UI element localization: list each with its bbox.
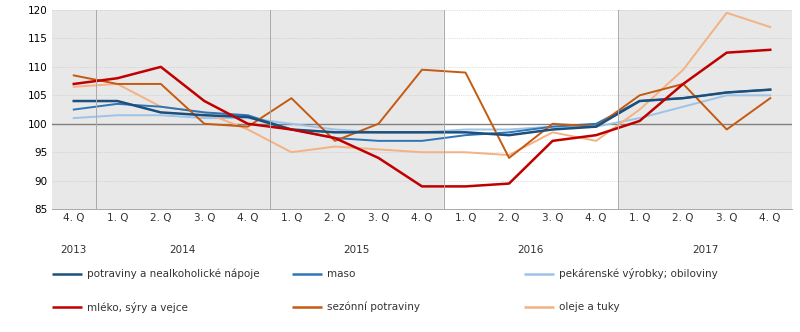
Text: mléko, sýry a vejce: mléko, sýry a vejce (87, 301, 188, 313)
Text: 2017: 2017 (692, 245, 718, 255)
Bar (618, 10, 792, 209)
Text: 2013: 2013 (61, 245, 87, 255)
Text: pekárenské výrobky; obiloviny: pekárenské výrobky; obiloviny (559, 268, 718, 280)
Text: 2016: 2016 (518, 245, 544, 255)
Bar (270, 10, 444, 209)
Bar (52, 10, 270, 209)
Text: potraviny a nealkoholické nápoje: potraviny a nealkoholické nápoje (87, 269, 260, 279)
Bar (444, 10, 618, 209)
Text: sezónní potraviny: sezónní potraviny (327, 302, 420, 312)
Text: oleje a tuky: oleje a tuky (559, 302, 620, 312)
Text: 2015: 2015 (343, 245, 370, 255)
Text: maso: maso (327, 269, 355, 279)
Text: 2014: 2014 (170, 245, 196, 255)
